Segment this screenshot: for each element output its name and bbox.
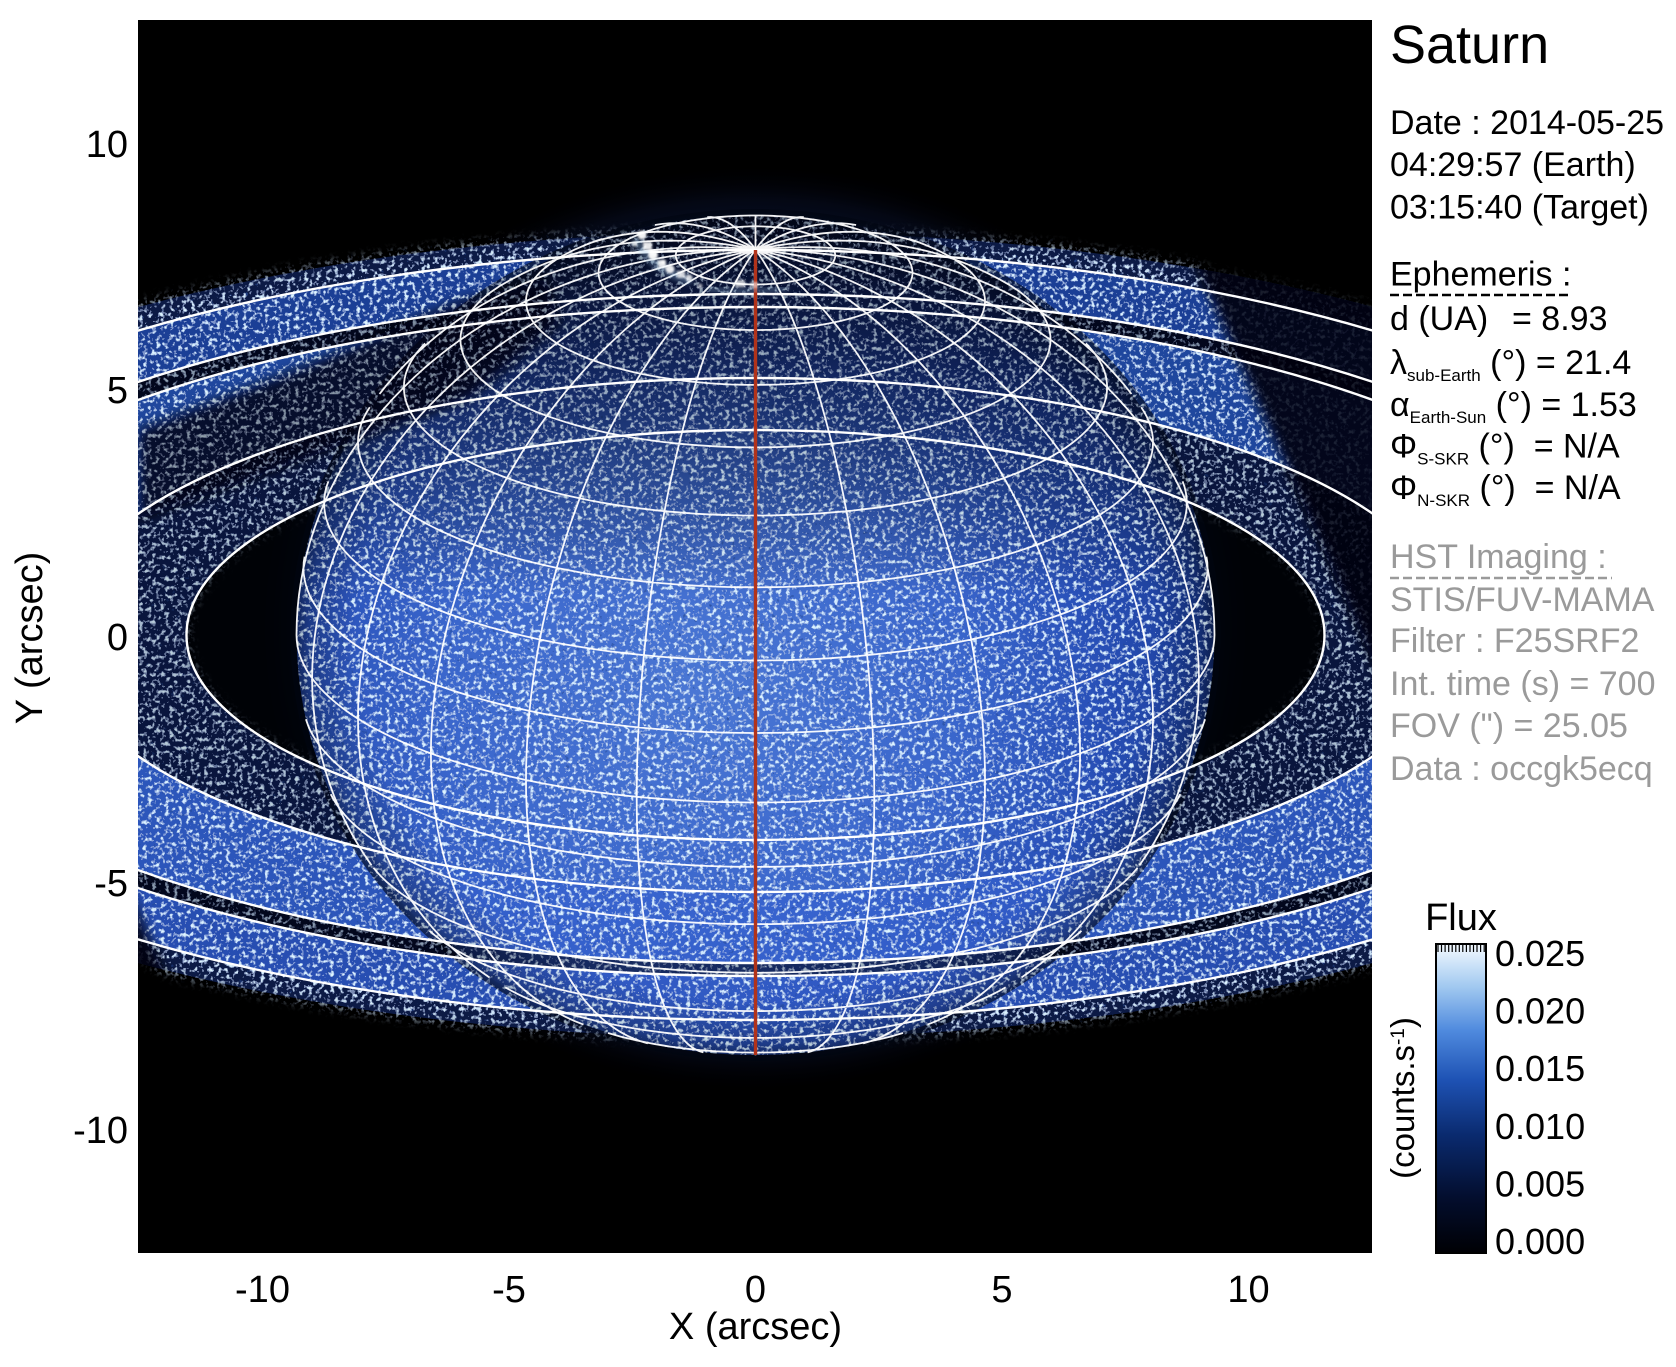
svg-text:5: 5 [107,370,128,412]
svg-text:0.005: 0.005 [1495,1163,1585,1204]
svg-text:5: 5 [991,1269,1012,1311]
svg-text:FOV (") = 25.05: FOV (") = 25.05 [1390,707,1628,745]
svg-text:HST Imaging :: HST Imaging : [1390,538,1607,576]
svg-text:0.000: 0.000 [1495,1221,1585,1262]
svg-text:0.015: 0.015 [1495,1048,1585,1089]
svg-text:Date : 2014-05-25: Date : 2014-05-25 [1390,104,1664,142]
svg-text:-10: -10 [235,1269,290,1311]
svg-text:STIS/FUV-MAMA: STIS/FUV-MAMA [1390,581,1655,619]
svg-text:03:15:40 (Target): 03:15:40 (Target) [1390,189,1649,227]
svg-text:0.025: 0.025 [1495,933,1585,974]
svg-text:Saturn: Saturn [1390,15,1549,75]
svg-text:10: 10 [86,124,128,166]
svg-text:-5: -5 [492,1269,526,1311]
svg-text:Y (arcsec): Y (arcsec) [9,552,51,724]
svg-text:ΦS-SKR (°) = N/A: ΦS-SKR (°) = N/A [1390,428,1620,469]
svg-text:Data : occgk5ecq: Data : occgk5ecq [1390,750,1653,788]
svg-text:0.020: 0.020 [1495,991,1585,1032]
svg-text:0: 0 [745,1269,766,1311]
svg-text:10: 10 [1227,1269,1269,1311]
svg-text:Filter : F25SRF2: Filter : F25SRF2 [1390,622,1639,660]
svg-text:0.010: 0.010 [1495,1106,1585,1147]
svg-text:Ephemeris :: Ephemeris : [1390,256,1571,294]
svg-text:04:29:57 (Earth): 04:29:57 (Earth) [1390,146,1636,184]
svg-text:Flux: Flux [1425,897,1497,939]
svg-text:-10: -10 [73,1110,128,1152]
svg-text:αEarth-Sun (°) = 1.53: αEarth-Sun (°) = 1.53 [1390,386,1637,427]
svg-text:-5: -5 [94,863,128,905]
svg-text:X (arcsec): X (arcsec) [669,1306,842,1348]
svg-text:0: 0 [107,617,128,659]
svg-text:Int. time (s) = 700: Int. time (s) = 700 [1390,665,1656,703]
